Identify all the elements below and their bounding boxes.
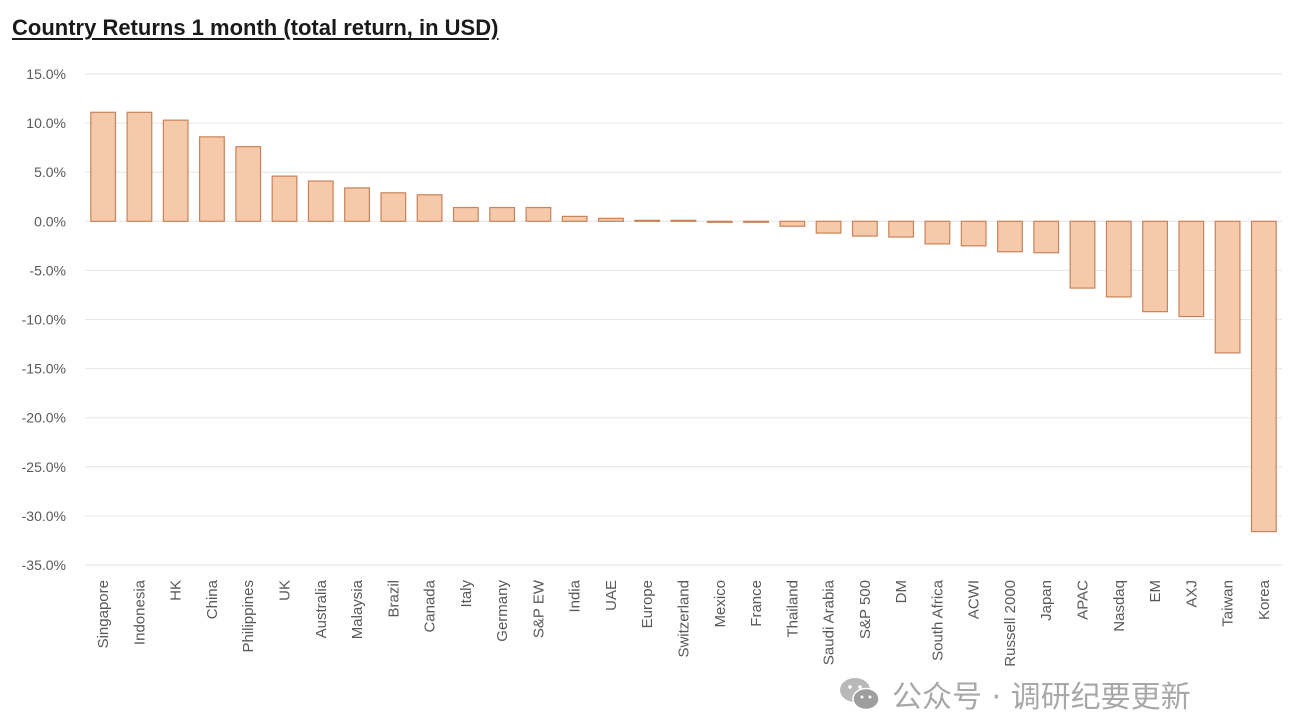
x-category-label: Saudi Arabia	[821, 579, 838, 665]
x-category-label: APAC	[1075, 580, 1092, 620]
bar-nasdaq	[1105, 220, 1132, 298]
bar-brazil	[380, 192, 407, 222]
x-category-label: S&P EW	[530, 579, 547, 638]
y-tick-label: -10.0%	[22, 312, 66, 328]
bar-canada	[416, 194, 443, 222]
x-category-label: ACWI	[966, 580, 983, 619]
bar-italy	[452, 206, 479, 222]
bar-saudi-arabia	[815, 220, 842, 234]
x-axis-category-labels: Singapore Indonesia HK China Philippines UK Au…	[95, 579, 1273, 667]
x-category-label: UAE	[603, 580, 620, 611]
bar-australia	[307, 180, 334, 222]
bar-malaysia	[344, 187, 370, 222]
x-category-label: India	[567, 579, 584, 612]
x-category-label: Germany	[494, 580, 511, 642]
bar-mexico	[706, 220, 733, 223]
x-category-label: Nasdaq	[1111, 580, 1128, 632]
y-tick-label: -35.0%	[22, 557, 66, 573]
bar-korea	[1250, 220, 1277, 533]
y-tick-label: -5.0%	[29, 262, 66, 278]
y-axis-tick-labels: 15.0% 10.0% 5.0% 0.0% -5.0% -10.0% -15.0% -20.0…	[22, 66, 66, 573]
x-category-label: DM	[893, 580, 910, 603]
bar-india	[561, 215, 588, 222]
bar-axj	[1178, 220, 1205, 318]
bar-s-p-ew	[525, 206, 552, 222]
y-tick-label: 10.0%	[26, 115, 66, 131]
x-category-label: Canada	[422, 579, 439, 632]
y-tick-label: -25.0%	[22, 459, 66, 475]
wechat-icon	[840, 678, 880, 711]
x-category-label: Europe	[639, 580, 656, 628]
bar-acwi	[960, 220, 987, 247]
watermark: 公众号 · 调研纪要更新	[838, 672, 1191, 716]
bar-china	[199, 136, 225, 222]
y-tick-label: 15.0%	[26, 66, 66, 82]
bar-switzerland	[670, 219, 697, 222]
x-category-label: HK	[168, 580, 185, 601]
bar-france	[743, 220, 769, 223]
bar-em	[1142, 220, 1168, 313]
bar-hk	[162, 119, 189, 222]
bars	[90, 111, 1277, 533]
x-category-label: Korea	[1256, 579, 1273, 620]
bar-s-p-500	[851, 220, 878, 237]
x-category-label: Mexico	[712, 580, 729, 628]
x-category-label: Italy	[458, 580, 475, 608]
gridlines	[85, 73, 1282, 566]
x-category-label: China	[204, 579, 221, 619]
x-category-label: Russell 2000	[1002, 580, 1019, 667]
bar-dm	[888, 220, 915, 238]
bar-apac	[1069, 220, 1096, 289]
y-tick-label: 5.0%	[34, 164, 66, 180]
bar-indonesia	[126, 111, 153, 222]
y-tick-label: -30.0%	[22, 508, 66, 524]
x-category-label: Japan	[1038, 580, 1055, 621]
x-category-label: Philippines	[240, 580, 257, 653]
chart-title: Country Returns 1 month (total return, i…	[12, 15, 499, 40]
bar-thailand	[779, 220, 806, 227]
bar-russell-2000	[997, 220, 1023, 253]
x-category-label: France	[748, 580, 765, 627]
watermark-text: 公众号 · 调研纪要更新	[892, 680, 1191, 715]
y-tick-label: -15.0%	[22, 361, 66, 377]
y-tick-label: -20.0%	[22, 410, 66, 426]
x-category-label: South Africa	[929, 579, 946, 661]
bar-germany	[489, 206, 516, 222]
x-category-label: Thailand	[784, 580, 801, 638]
x-category-label: EM	[1147, 580, 1164, 603]
x-category-label: Taiwan	[1220, 580, 1237, 627]
x-category-label: UK	[277, 580, 294, 601]
bar-uae	[598, 217, 624, 222]
x-category-label: S&P 500	[857, 580, 874, 639]
bar-japan	[1033, 220, 1060, 254]
y-tick-label: 0.0%	[34, 213, 66, 229]
bar-europe	[634, 219, 661, 222]
bar-taiwan	[1214, 220, 1241, 354]
x-category-label: Singapore	[95, 580, 112, 648]
bar-south-africa	[924, 220, 951, 245]
x-category-label: Indonesia	[131, 579, 148, 645]
x-category-label: AXJ	[1183, 580, 1200, 608]
x-category-label: Switzerland	[676, 580, 693, 658]
bar-singapore	[90, 111, 117, 222]
bar-philippines	[235, 146, 262, 222]
x-category-label: Australia	[313, 579, 330, 638]
x-category-label: Brazil	[385, 580, 402, 618]
bar-uk	[271, 175, 298, 222]
x-category-label: Malaysia	[349, 579, 366, 639]
